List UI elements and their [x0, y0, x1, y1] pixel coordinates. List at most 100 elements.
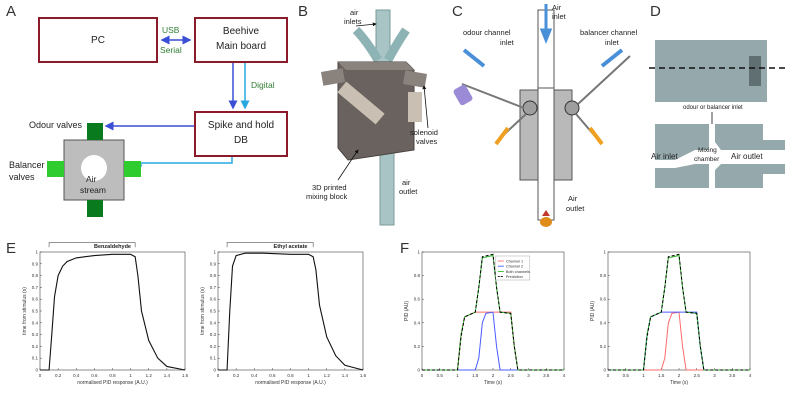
- legend-box: [495, 255, 531, 281]
- chart-pid-right: 0 0.5 1 1.5 2 2.5 3 3.5 4 0 0.2 0.4 0.6 0.8 1 Time (s) P…: [590, 250, 752, 387]
- channel-diagram: [453, 4, 631, 227]
- stimulus-bracket: [48, 242, 136, 248]
- odour-valves-label: Odour valves: [29, 120, 83, 130]
- x-axis-label: normalised PID response (A.U.): [77, 380, 148, 386]
- chart-benzaldehyde: 0 0.2 0.4 0.6 0.8 1 1.2 1.4 1.6 0 0.1 0.2 0.3 0.4 0.5 0…: [22, 242, 189, 386]
- x-tick-label: 2.5: [508, 373, 515, 378]
- y-tick-label: 0.4: [32, 320, 39, 325]
- x-tick-label: 0.2: [233, 373, 240, 378]
- d-mixing-line1: Mixing: [698, 147, 717, 154]
- panel-letter-a: A: [6, 3, 17, 20]
- y-tick-label: 0.6: [600, 297, 607, 302]
- plot-frame: [217, 251, 364, 371]
- air-outlet-line2: outlet: [399, 187, 418, 196]
- chart-ethyl-acetate: 0 0.2 0.4 0.6 0.8 1 1.2 1.4 1.6 0 0.1 0.2 0.3 0.4 0.5 0…: [200, 242, 367, 386]
- panel-letter-f: F: [400, 240, 410, 257]
- d-mixing-line2: chamber: [694, 156, 720, 163]
- y-tick-label: 1: [417, 250, 420, 255]
- balancer-valve-left: [47, 161, 64, 177]
- digital-label: Digital: [251, 80, 275, 90]
- x-tick-label: 1: [642, 373, 645, 378]
- y-tick-label: 0.6: [210, 297, 217, 302]
- x-tick-label: 0: [39, 373, 42, 378]
- x-tick-label: 1.2: [146, 373, 153, 378]
- x-tick-label: 0.8: [287, 373, 294, 378]
- x-tick-label: 3.5: [543, 373, 550, 378]
- stimulus-bracket: [226, 242, 314, 248]
- y-tick-label: 1: [213, 250, 216, 255]
- panel-letter-e: E: [6, 240, 17, 257]
- x-tick-label: 0.5: [623, 373, 630, 378]
- series-line-prediction: [608, 253, 750, 371]
- y-tick-label: 0.9: [210, 261, 217, 266]
- air-stream-line1: Air: [86, 174, 97, 184]
- odour-valve-bottom: [87, 200, 103, 217]
- y-tick-label: 0.8: [32, 273, 39, 278]
- x-tick-label: 1.4: [164, 373, 171, 378]
- serial-label: Serial: [160, 45, 182, 55]
- mixing-block-illustration: [320, 9, 429, 226]
- series-line-both-channels: [422, 254, 564, 371]
- c-air-outlet-line2: outlet: [566, 204, 585, 213]
- x-tick-label: 3: [713, 373, 716, 378]
- x-axis-label: Time (s): [670, 380, 688, 386]
- x-axis-label: normalised PID response (A.U.): [255, 380, 326, 386]
- x-tick-label: 1: [129, 373, 132, 378]
- x-tick-label: 1.5: [658, 373, 665, 378]
- c-balancer-line2: inlet: [605, 38, 619, 47]
- x-tick-label: 0: [217, 373, 220, 378]
- printed-line2: mixing block: [306, 192, 348, 201]
- y-tick-label: 0.6: [32, 297, 39, 302]
- y-tick-label: 0.7: [210, 285, 217, 290]
- y-tick-label: 0: [417, 368, 420, 373]
- panel-letter-b: B: [298, 3, 309, 20]
- c-balancer-line1: balancer channel: [580, 28, 638, 37]
- board-label-line2: Main board: [215, 41, 267, 52]
- panel-letter-c: C: [452, 3, 463, 20]
- y-tick-label: 1: [35, 250, 38, 255]
- balancer-valves-line1: Balancer: [9, 160, 45, 170]
- legend-entry: Channel 2: [506, 265, 523, 269]
- odour-valve-top: [87, 123, 103, 140]
- solenoid-line2: valves: [416, 137, 438, 146]
- spike-label-line2: DB: [234, 135, 248, 146]
- y-tick-label: 0.1: [210, 356, 217, 361]
- y-tick-label: 0.5: [210, 309, 217, 314]
- c-air-inlet-line1: Air: [552, 3, 562, 12]
- x-tick-label: 0.4: [251, 373, 258, 378]
- y-tick-label: 0.8: [414, 273, 421, 278]
- series-line-0: [40, 253, 186, 371]
- x-axis-label: Time (s): [484, 380, 502, 386]
- y-tick-label: 0.3: [32, 332, 39, 337]
- balancer-valve-right: [124, 161, 141, 177]
- y-axis-label: PID (AU): [590, 301, 596, 321]
- d-top-label: odour or balancer inlet: [683, 105, 743, 111]
- y-axis-label: time from stimulus (s): [200, 287, 206, 335]
- air-outlet-line1: air: [402, 178, 411, 187]
- y-tick-label: 1: [603, 250, 606, 255]
- pc-label: PC: [91, 35, 105, 46]
- balancer-valve-arrow: [133, 157, 233, 174]
- x-tick-label: 0.6: [269, 373, 276, 378]
- x-tick-label: 1.2: [324, 373, 331, 378]
- spike-label-line1: Spike and hold: [207, 120, 275, 131]
- c-air-outlet-line1: Air: [568, 194, 578, 203]
- printed-line1: 3D printed: [312, 183, 347, 192]
- x-tick-label: 1: [307, 373, 310, 378]
- y-tick-label: 0.2: [210, 344, 217, 349]
- x-tick-label: 4: [749, 373, 752, 378]
- y-tick-label: 0.2: [32, 344, 39, 349]
- series-line-prediction: [422, 253, 564, 371]
- main-board-box: Beehive Main board: [194, 17, 288, 63]
- legend-entry: Prediction: [506, 275, 523, 279]
- chart-title: Ethyl acetate: [274, 244, 308, 250]
- air-stream-line2: stream: [80, 185, 106, 195]
- y-tick-label: 0: [603, 368, 606, 373]
- chart-pid-left: 0 0.5 1 1.5 2 2.5 3 3.5 4 0 0.2 0.4 0.6 0.8 1 Time (s) P…: [404, 250, 566, 387]
- y-tick-label: 0.5: [32, 309, 39, 314]
- x-tick-label: 1.5: [472, 373, 479, 378]
- y-tick-label: 0.8: [210, 273, 217, 278]
- panel-a-arrows: [47, 35, 250, 217]
- y-tick-label: 0.4: [600, 320, 607, 325]
- y-tick-label: 0.4: [414, 320, 421, 325]
